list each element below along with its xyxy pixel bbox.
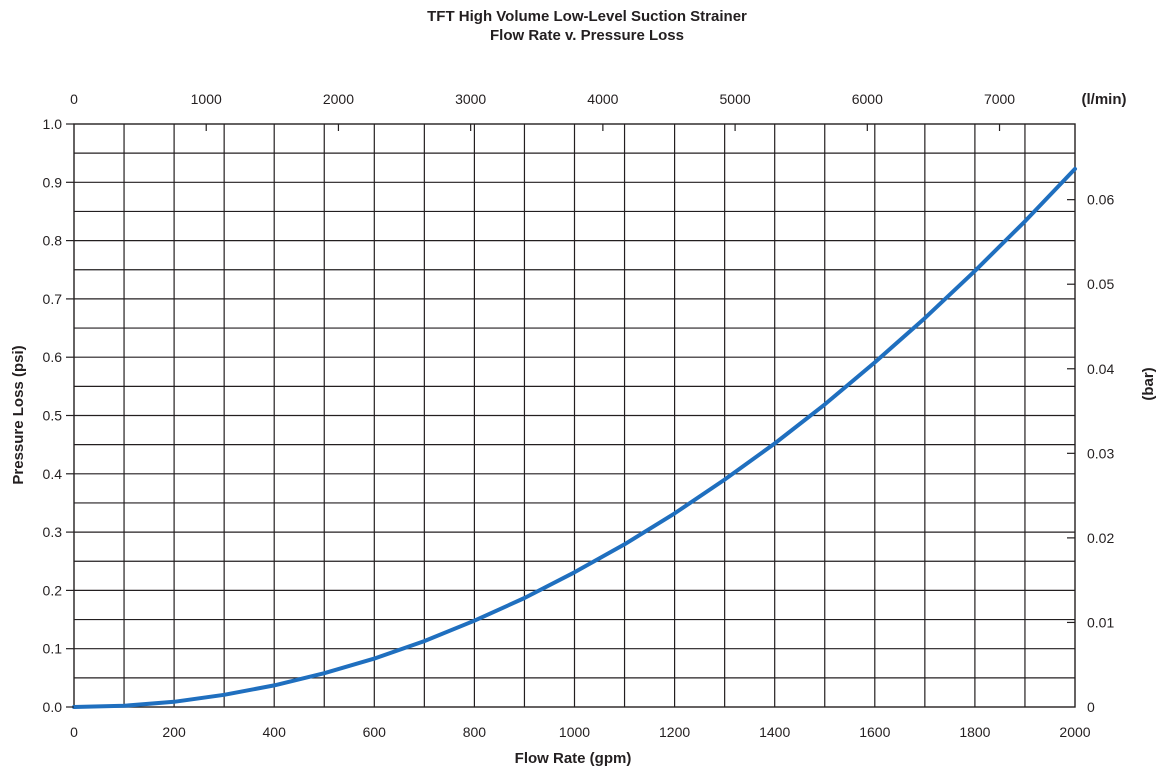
x2-tick-label: 1000 bbox=[191, 91, 222, 107]
chart-title: TFT High Volume Low-Level Suction Strain… bbox=[427, 8, 747, 25]
x2-tick-label: 4000 bbox=[587, 91, 618, 107]
y2-tick-label: 0.01 bbox=[1087, 614, 1114, 630]
x2-tick-label: 5000 bbox=[720, 91, 751, 107]
x-tick-label: 1200 bbox=[659, 724, 690, 740]
y-axis-label: Pressure Loss (psi) bbox=[10, 345, 27, 484]
y2-tick-label: 0.05 bbox=[1087, 276, 1114, 292]
y-tick-label: 0.3 bbox=[43, 524, 63, 540]
y-tick-label: 0.1 bbox=[43, 641, 63, 657]
x-tick-label: 2000 bbox=[1059, 724, 1090, 740]
y2-tick-label: 0.06 bbox=[1087, 192, 1114, 208]
x-tick-label: 1400 bbox=[759, 724, 790, 740]
x-tick-label: 0 bbox=[70, 724, 78, 740]
x-tick-label: 600 bbox=[363, 724, 387, 740]
y2-tick-label: 0 bbox=[1087, 699, 1095, 715]
x2-tick-label: 0 bbox=[70, 91, 78, 107]
x2-tick-label: 2000 bbox=[323, 91, 354, 107]
x-tick-label: 400 bbox=[263, 724, 287, 740]
y2-tick-label: 0.03 bbox=[1087, 445, 1114, 461]
y-axis-left-ticks: 0.0 0.1 0.2 0.3 0.4 0.5 0.6 0.7 0.8 0.9 1.0 bbox=[43, 116, 74, 715]
x-tick-label: 800 bbox=[463, 724, 487, 740]
x2-tick-label: 3000 bbox=[455, 91, 486, 107]
y-tick-label: 0.0 bbox=[43, 699, 63, 715]
y2-tick-label: 0.02 bbox=[1087, 530, 1114, 546]
x-tick-label: 1600 bbox=[859, 724, 890, 740]
y-tick-label: 0.7 bbox=[43, 291, 63, 307]
gridlines bbox=[74, 124, 1075, 707]
x-tick-label: 1000 bbox=[559, 724, 590, 740]
y-tick-label: 0.4 bbox=[43, 466, 63, 482]
x2-tick-label: 6000 bbox=[852, 91, 883, 107]
x2-axis-label: (l/min) bbox=[1082, 91, 1127, 108]
x-axis-bottom-ticks: 0 200 400 600 800 1000 1200 1400 1600 1800 2000 bbox=[70, 724, 1091, 740]
y-tick-label: 0.6 bbox=[43, 349, 63, 365]
y2-tick-label: 0.04 bbox=[1087, 361, 1114, 377]
y-tick-label: 0.9 bbox=[43, 174, 63, 190]
series-line bbox=[72, 166, 1077, 709]
y-tick-label: 0.2 bbox=[43, 582, 63, 598]
series-layer bbox=[72, 166, 1077, 709]
x-tick-label: 1800 bbox=[959, 724, 990, 740]
y-axis-right-ticks: 0 0.01 0.02 0.03 0.04 0.05 0.06 bbox=[1067, 192, 1114, 715]
y-tick-label: 0.8 bbox=[43, 233, 63, 249]
x2-tick-label: 7000 bbox=[984, 91, 1015, 107]
chart-subtitle: Flow Rate v. Pressure Loss bbox=[490, 27, 684, 44]
y-tick-label: 0.5 bbox=[43, 408, 63, 424]
x-axis-top-ticks: 0 1000 2000 3000 4000 5000 6000 7000 bbox=[70, 91, 1015, 131]
x-axis-label: Flow Rate (gpm) bbox=[515, 750, 632, 767]
y-tick-label: 1.0 bbox=[43, 116, 63, 132]
x-tick-label: 200 bbox=[162, 724, 186, 740]
y2-axis-label: (bar) bbox=[1140, 367, 1157, 400]
